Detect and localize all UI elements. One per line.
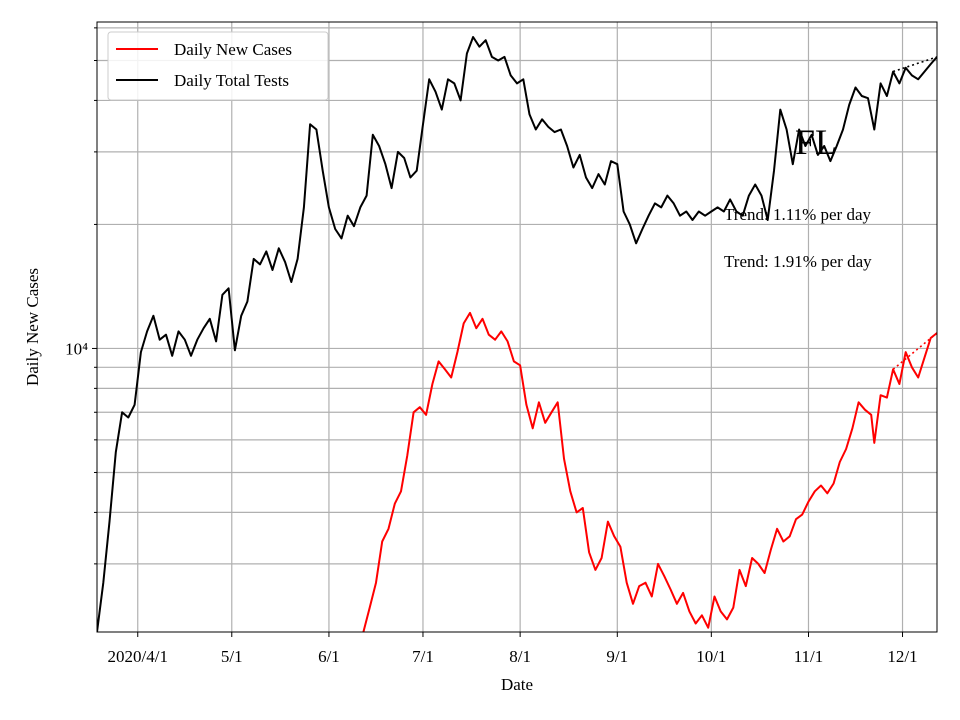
x-tick-label: 2020/4/1 [108,647,168,666]
x-tick-label: 7/1 [412,647,434,666]
legend-label-cases: Daily New Cases [174,40,292,59]
legend: Daily New Cases Daily Total Tests [107,31,329,101]
x-tick-label: 9/1 [606,647,628,666]
y-axis-label: Daily New Cases [23,268,42,386]
trend-tests-annotation: Trend: 1.11% per day [724,205,871,224]
x-tick-label: 5/1 [221,647,243,666]
trend-cases-annotation: Trend: 1.91% per day [724,252,872,271]
series-line-daily-total-tests [97,36,937,632]
series-line-daily-new-cases [362,311,937,632]
state-annotation: FL [795,122,837,162]
x-tick-label: 11/1 [794,647,824,666]
y-tick-label: 10⁴ [65,339,88,358]
x-tick-label: 6/1 [318,647,340,666]
legend-label-tests: Daily Total Tests [174,71,289,90]
plot-lines [97,36,937,632]
x-tick-label: 10/1 [696,647,726,666]
x-axis-label: Date [501,675,533,694]
x-tick-label: 12/1 [887,647,917,666]
axis-ticks: 10⁴ 2020/4/1 5/1 6/1 7/1 8/1 9/1 10/1 11/1 12/1 [65,27,918,666]
x-tick-label: 8/1 [509,647,531,666]
plot-frame [96,21,938,633]
legend-box [107,31,329,101]
